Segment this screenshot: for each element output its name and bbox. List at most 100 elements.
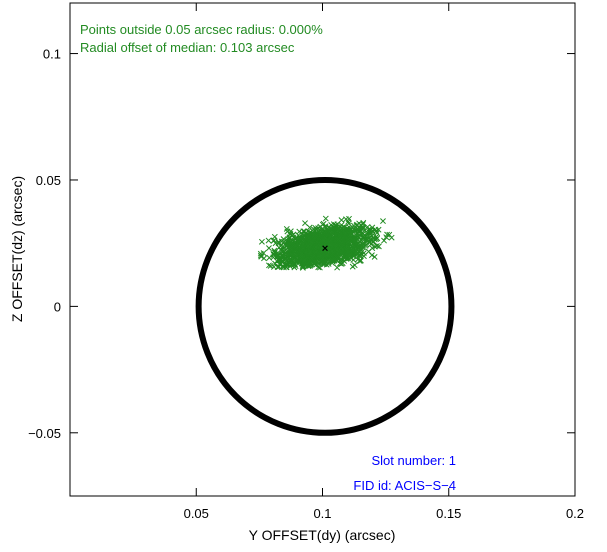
data-point bbox=[305, 242, 312, 249]
x-tick-label: 0.05 bbox=[184, 506, 209, 521]
data-point bbox=[360, 242, 366, 249]
data-point bbox=[292, 242, 299, 249]
data-point bbox=[335, 236, 342, 243]
data-point bbox=[280, 263, 287, 270]
data-point bbox=[300, 245, 306, 252]
data-point bbox=[321, 260, 328, 267]
data-point bbox=[272, 240, 279, 247]
data-point bbox=[347, 229, 354, 236]
data-point bbox=[333, 246, 340, 253]
data-point bbox=[322, 215, 329, 222]
data-point bbox=[354, 251, 361, 258]
data-point bbox=[328, 229, 335, 236]
x-axis-label: Y OFFSET(dy) (arcsec) bbox=[249, 527, 396, 543]
data-point bbox=[359, 224, 366, 231]
data-point bbox=[312, 249, 319, 256]
data-point bbox=[257, 250, 264, 257]
data-point bbox=[347, 251, 354, 258]
data-point bbox=[327, 234, 334, 241]
data-point bbox=[364, 223, 371, 230]
data-point bbox=[307, 248, 314, 255]
data-point bbox=[360, 240, 366, 247]
data-point bbox=[316, 264, 323, 271]
data-point bbox=[384, 231, 391, 238]
fid-id-annotation: FID id: ACIS−S−4 bbox=[353, 478, 456, 493]
data-point bbox=[319, 221, 326, 228]
data-point bbox=[280, 236, 287, 243]
data-point bbox=[265, 237, 272, 244]
y-tick-label: 0.05 bbox=[36, 173, 61, 188]
data-point bbox=[295, 239, 302, 246]
data-point bbox=[364, 236, 371, 243]
data-point bbox=[345, 218, 352, 225]
data-point bbox=[345, 238, 352, 245]
data-point bbox=[318, 252, 325, 259]
radial-offset-annotation: Radial offset of median: 0.103 arcsec bbox=[80, 40, 295, 55]
data-point bbox=[358, 237, 365, 244]
data-point bbox=[286, 257, 293, 264]
data-point bbox=[373, 243, 380, 249]
data-point bbox=[345, 220, 352, 227]
data-point bbox=[367, 227, 374, 234]
data-point bbox=[265, 245, 272, 252]
data-point bbox=[327, 234, 334, 240]
data-point bbox=[312, 257, 318, 264]
data-point bbox=[280, 252, 287, 259]
data-point bbox=[284, 249, 291, 256]
data-point bbox=[324, 251, 331, 258]
data-point bbox=[315, 225, 322, 232]
data-point bbox=[369, 224, 376, 231]
x-tick-label: 0.1 bbox=[313, 506, 331, 521]
data-point bbox=[280, 254, 286, 261]
data-point bbox=[338, 236, 345, 243]
x-tick-label: 0.15 bbox=[436, 506, 461, 521]
data-point bbox=[275, 253, 281, 260]
data-point bbox=[307, 238, 314, 245]
data-point bbox=[305, 234, 312, 241]
data-point bbox=[316, 233, 323, 239]
data-point bbox=[360, 253, 367, 260]
x-tick-label: 0.2 bbox=[566, 506, 584, 521]
data-point bbox=[341, 223, 347, 230]
data-point bbox=[341, 255, 348, 262]
data-point bbox=[386, 231, 393, 238]
data-point bbox=[354, 231, 361, 238]
data-point bbox=[357, 246, 364, 253]
data-point bbox=[301, 257, 308, 264]
data-point bbox=[302, 220, 308, 227]
data-point bbox=[372, 243, 379, 250]
data-point bbox=[334, 264, 341, 271]
data-layer bbox=[195, 176, 455, 436]
data-point bbox=[369, 232, 375, 239]
points-outside-annotation: Points outside 0.05 arcsec radius: 0.000… bbox=[80, 22, 323, 37]
data-point bbox=[346, 235, 353, 242]
data-point bbox=[305, 228, 312, 235]
data-point bbox=[373, 236, 380, 243]
median-marker bbox=[322, 245, 328, 252]
data-point bbox=[261, 255, 267, 262]
data-point bbox=[334, 254, 341, 261]
data-point bbox=[297, 234, 303, 241]
data-point bbox=[275, 251, 282, 258]
data-point bbox=[283, 225, 290, 232]
data-point bbox=[266, 262, 272, 269]
data-point bbox=[349, 263, 356, 270]
data-point bbox=[296, 228, 303, 235]
data-point bbox=[286, 230, 293, 237]
data-point bbox=[368, 252, 375, 259]
data-point bbox=[348, 229, 355, 236]
data-point bbox=[309, 254, 316, 261]
data-point bbox=[267, 262, 274, 269]
data-point bbox=[351, 238, 358, 245]
data-point bbox=[365, 239, 372, 246]
data-point bbox=[381, 237, 387, 244]
data-point bbox=[286, 259, 293, 266]
tolerance-circle bbox=[195, 176, 455, 436]
data-point bbox=[292, 263, 299, 270]
data-point bbox=[364, 234, 371, 240]
slot-number-annotation: Slot number: 1 bbox=[371, 453, 456, 468]
y-tick-label: 0 bbox=[54, 299, 61, 314]
data-point bbox=[354, 225, 361, 232]
data-point bbox=[276, 257, 283, 264]
data-point bbox=[322, 228, 329, 235]
